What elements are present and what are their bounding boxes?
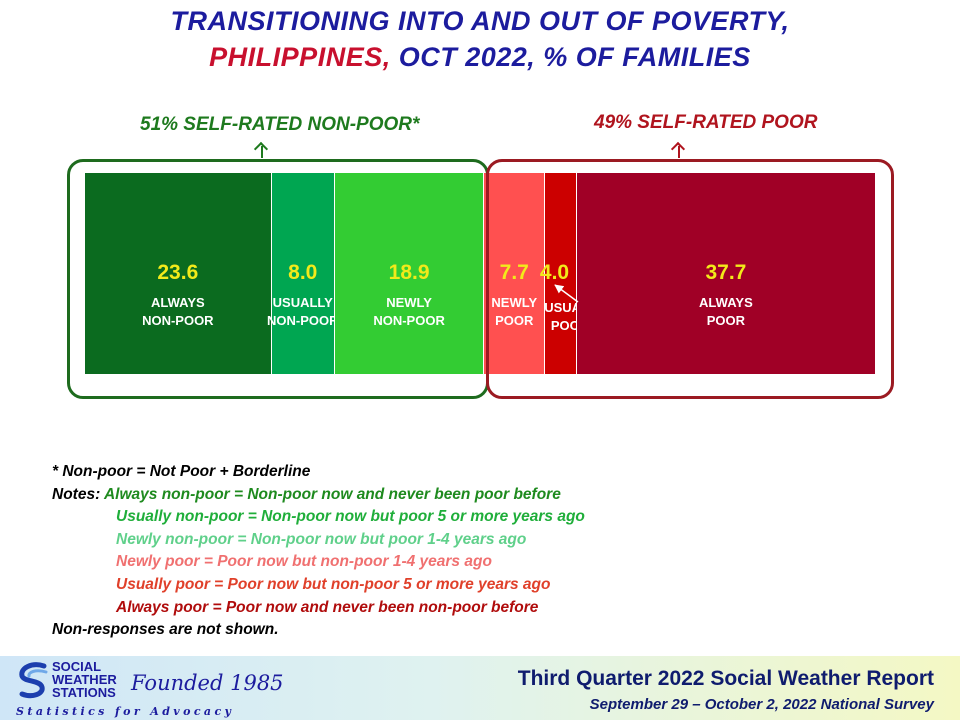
tagline: Statistics for Advocacy xyxy=(16,705,235,718)
nonpoor-arrow-icon xyxy=(261,146,263,158)
title-date: OCT 2022, % OF FAMILIES xyxy=(398,42,751,72)
segment-category-label: USUALLY NON-POOR xyxy=(267,295,339,328)
bar-segment-0: 23.6 ALWAYS NON-POOR xyxy=(85,173,272,374)
segment-category-label: NEWLY POOR xyxy=(491,295,538,328)
note-line: Newly non-poor = Non-poor now but poor 1… xyxy=(52,529,585,552)
note-text: Usually poor = Poor now but non-poor 5 o… xyxy=(116,575,551,593)
founded-text: Founded 1985 xyxy=(131,671,284,695)
poor-group-frame xyxy=(486,159,894,399)
note-text: * Non-poor = Not Poor + Borderline xyxy=(52,463,311,480)
segment-value-label: 8.0 xyxy=(288,261,318,284)
footer-banner: SOCIAL WEATHER STATIONS Founded 1985 Sta… xyxy=(0,656,960,720)
note-line: Newly poor = Poor now but non-poor 1-4 y… xyxy=(52,551,585,574)
poor-arrow-icon xyxy=(678,146,680,158)
segment-value-label: 18.9 xyxy=(388,261,430,284)
note-text: Always non-poor = Non-poor now and never… xyxy=(103,485,561,503)
org-name: SOCIAL WEATHER STATIONS xyxy=(52,660,117,699)
nonpoor-group-label: 51% SELF-RATED NON-POOR* xyxy=(140,114,420,135)
bar-segment-2: 18.9 NEWLY NON-POOR xyxy=(334,173,485,374)
bar-segment-1: 8.0 USUALLY NON-POOR xyxy=(267,173,339,374)
chart-title-line2: PHILIPPINES, OCT 2022, % OF FAMILIES xyxy=(0,42,960,73)
segment-category-label: ALWAYS POOR xyxy=(699,295,753,328)
note-line: Notes: Always non-poor = Non-poor now an… xyxy=(52,484,585,507)
stacked-bar: 23.6 ALWAYS NON-POOR 8.0 USUALLY NON-POOR 18… xyxy=(85,173,875,374)
report-title: Third Quarter 2022 Social Weather Report xyxy=(517,667,934,690)
segment-category-label: ALWAYS NON-POOR xyxy=(142,295,214,328)
title-country: PHILIPPINES, xyxy=(209,42,391,72)
org-name-line2: WEATHER xyxy=(52,672,117,687)
sws-swirl-logo-icon xyxy=(19,662,48,699)
segment-value-label: 23.6 xyxy=(157,261,199,284)
org-name-line3: STATIONS xyxy=(52,685,116,700)
note-text: Newly non-poor = Non-poor now but poor 1… xyxy=(116,530,527,548)
note-text: Newly poor = Poor now but non-poor 1-4 y… xyxy=(116,553,492,571)
bar-segment-5: 37.7 ALWAYS POOR xyxy=(576,173,875,374)
segment-category-label: NEWLY NON-POOR xyxy=(373,295,445,328)
note-text: Non-responses are not shown. xyxy=(52,621,279,639)
note-line: Usually poor = Poor now but non-poor 5 o… xyxy=(52,574,585,597)
survey-dates: September 29 – October 2, 2022 National … xyxy=(589,696,934,713)
segment-value-label: 37.7 xyxy=(705,261,747,284)
note-line: Always poor = Poor now and never been no… xyxy=(52,597,585,620)
org-name-line1: SOCIAL xyxy=(52,659,102,674)
nonpoor-group-frame xyxy=(67,159,489,399)
chart-title-line1: TRANSITIONING INTO AND OUT OF POVERTY, xyxy=(170,6,790,36)
segment-value-label: 7.7 xyxy=(499,261,529,284)
notes-block: * Non-poor = Not Poor + Borderline Notes:… xyxy=(52,461,585,642)
note-line: * Non-poor = Not Poor + Borderline xyxy=(52,461,585,484)
bar-segment-3: 7.7 NEWLY POOR xyxy=(484,173,546,374)
note-text: Always poor = Poor now and never been no… xyxy=(116,598,539,616)
poor-group-label: 49% SELF-RATED POOR xyxy=(594,112,818,133)
note-line: Non-responses are not shown. xyxy=(52,619,585,642)
note-text: Usually non-poor = Non-poor now but poor… xyxy=(116,508,585,526)
note-line: Usually non-poor = Non-poor now but poor… xyxy=(52,506,585,529)
notes-prefix: Notes: xyxy=(52,485,104,503)
segment-value-label: 4.0 xyxy=(539,261,570,284)
